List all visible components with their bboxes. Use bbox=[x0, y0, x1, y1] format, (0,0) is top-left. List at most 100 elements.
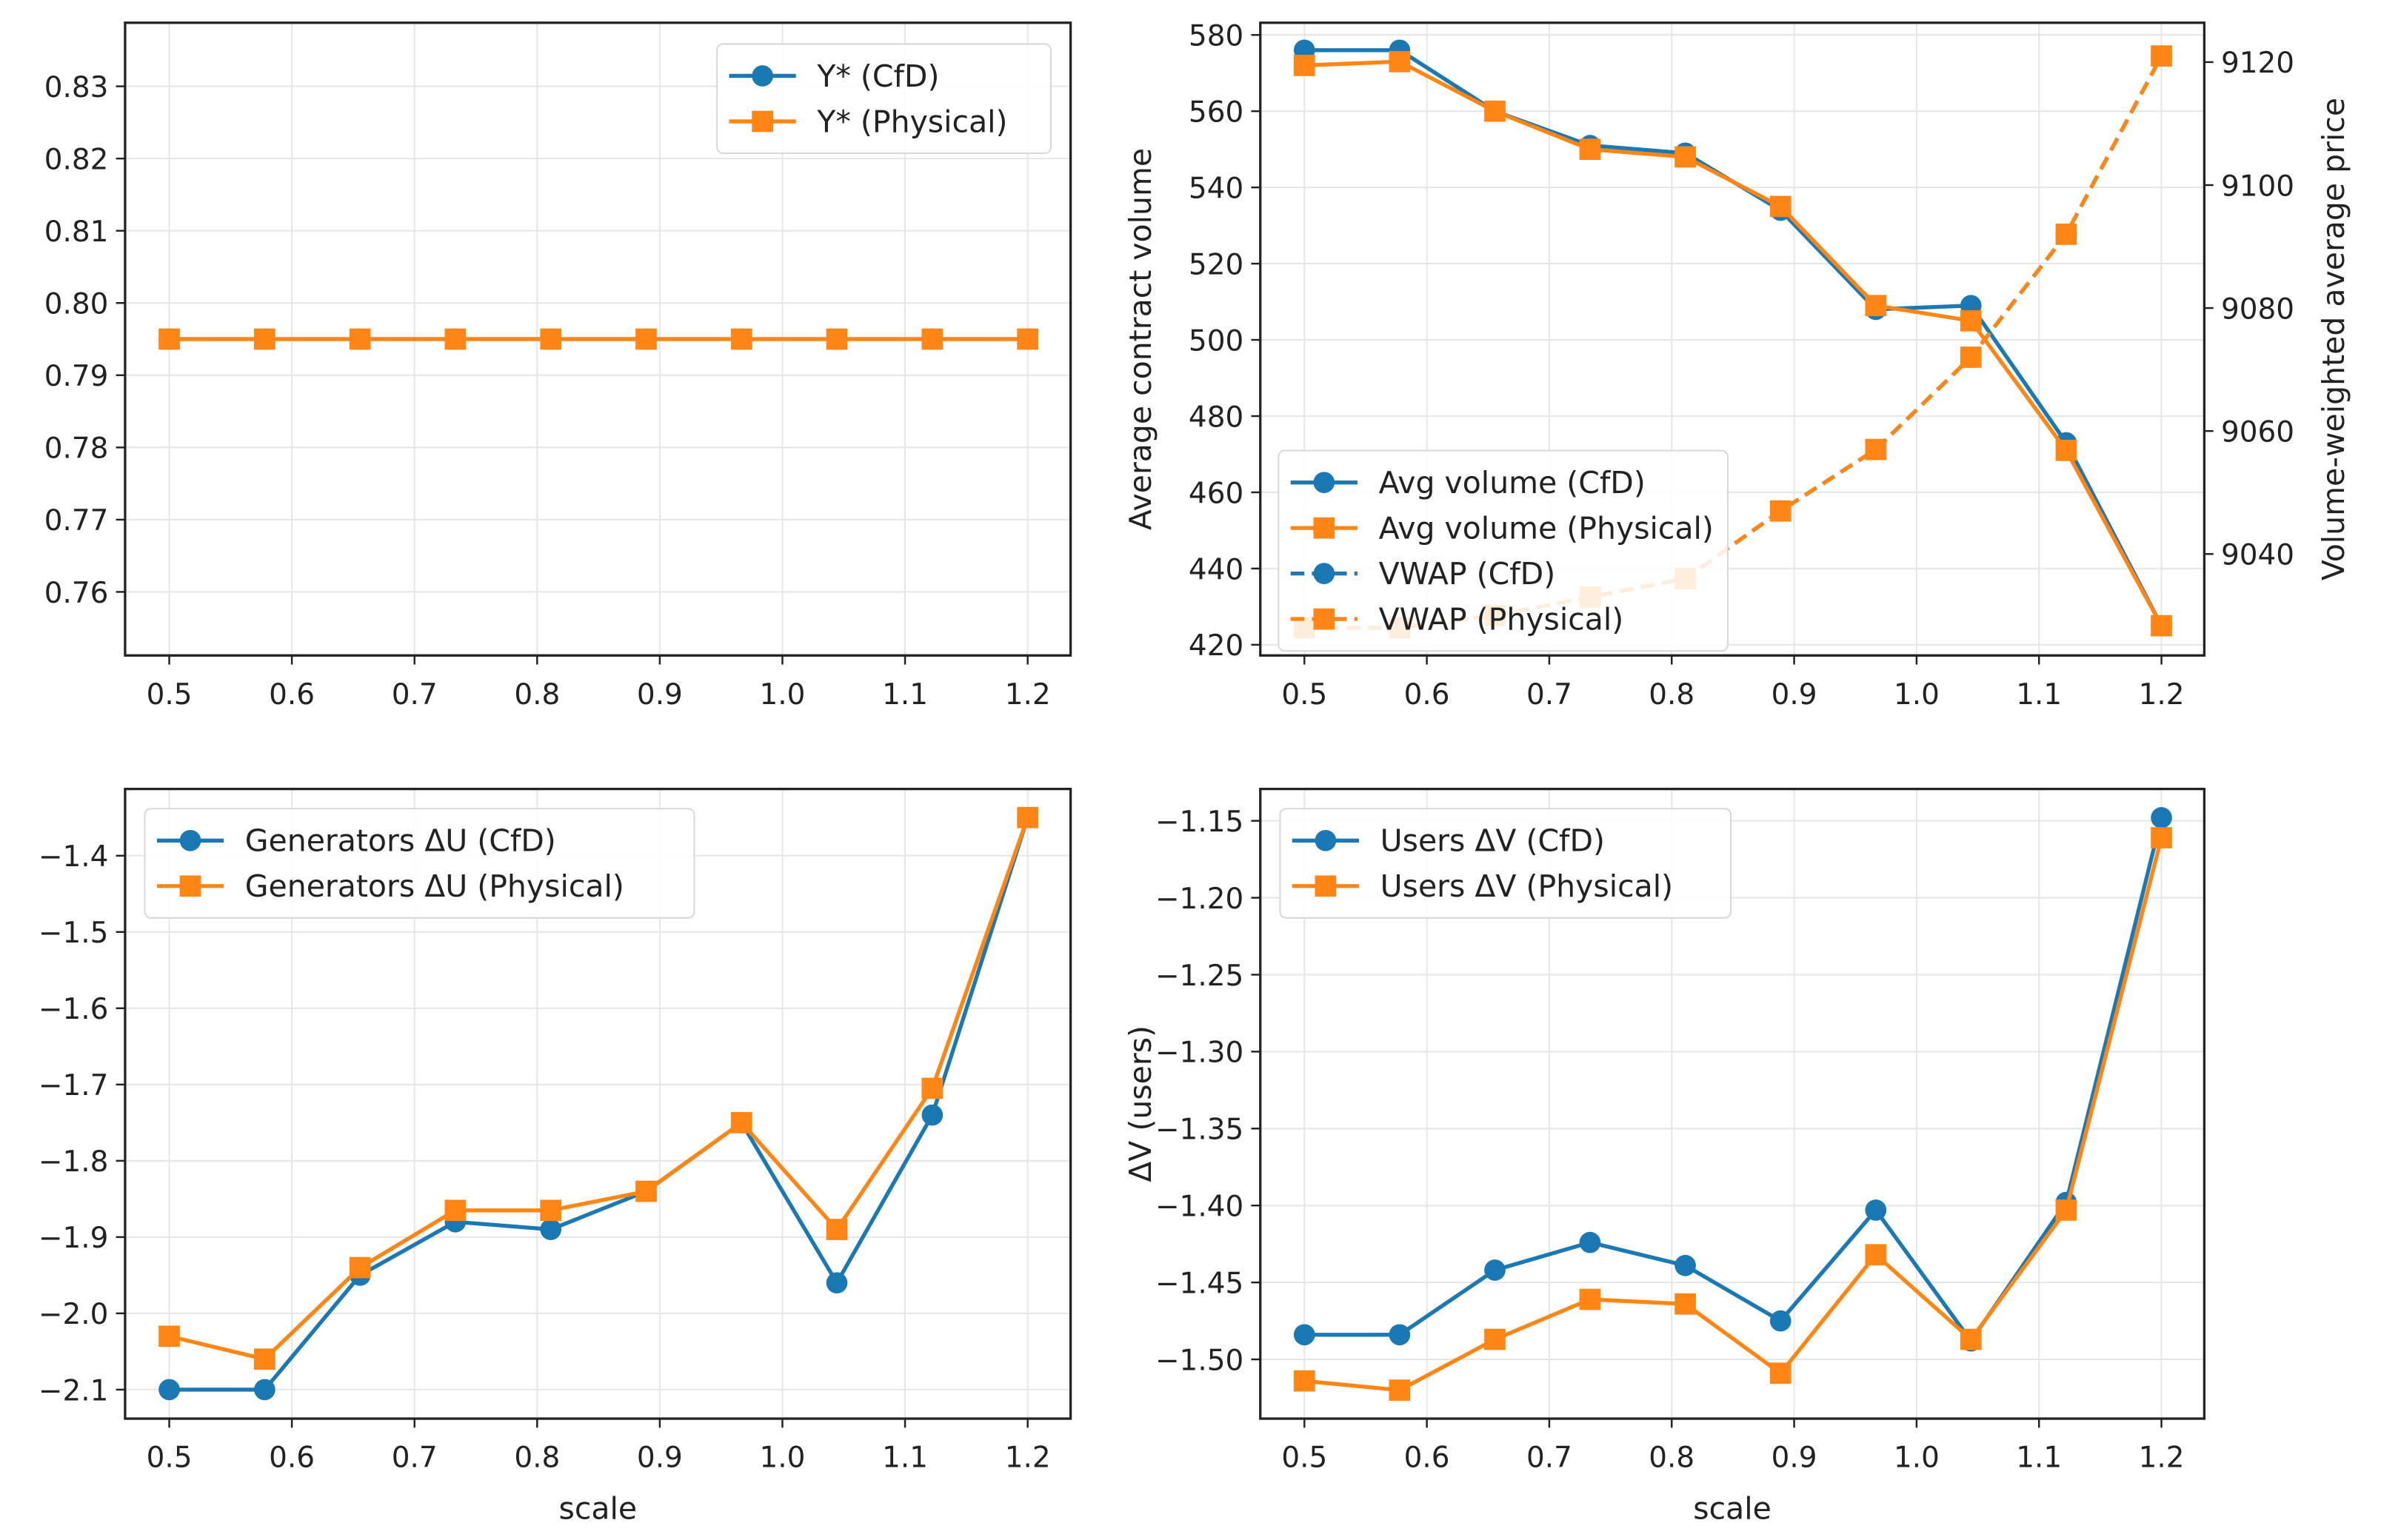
x-tick-label: 1.1 bbox=[882, 678, 928, 712]
data-point bbox=[254, 1348, 275, 1370]
data-point bbox=[444, 328, 467, 350]
data-point bbox=[254, 1379, 275, 1401]
legend-marker bbox=[1313, 472, 1335, 494]
y-tick-label: −2.0 bbox=[39, 1298, 109, 1331]
y-tick-label: −2.1 bbox=[39, 1374, 109, 1407]
x-tick-label: 0.7 bbox=[1526, 678, 1572, 712]
subplot-3: 0.5 0.6 0.7 0.8 0.9 1.0 1.1 1.2 −2.1 −2.0 −1.9 −1.8… bbox=[39, 787, 1072, 1526]
data-point bbox=[730, 328, 752, 350]
data-point bbox=[1769, 500, 1791, 522]
data-point bbox=[2151, 45, 2172, 67]
legend-label: Users ΔV (Physical) bbox=[1380, 868, 1673, 904]
x-tick-label: 0.8 bbox=[1649, 678, 1694, 712]
y-tick-label: −1.8 bbox=[39, 1145, 109, 1179]
legend-box bbox=[716, 43, 1052, 154]
legend-marker bbox=[179, 875, 201, 897]
data-point bbox=[1769, 195, 1791, 218]
x-axis-label: scale bbox=[558, 1490, 637, 1526]
data-point bbox=[349, 328, 371, 350]
x-tick-label: 0.9 bbox=[1771, 678, 1817, 712]
y2-tick-label: 9080 bbox=[2221, 292, 2294, 326]
axes-frame bbox=[124, 787, 1072, 1420]
y-tick-label: 540 bbox=[1189, 172, 1243, 205]
y-tick-label: −1.5 bbox=[39, 917, 109, 950]
data-point bbox=[826, 1272, 848, 1294]
y-tick-label: 0.78 bbox=[44, 432, 109, 466]
x-tick-label: 1.2 bbox=[1005, 678, 1051, 712]
data-point bbox=[921, 1077, 944, 1099]
x-tick-label: 0.7 bbox=[392, 678, 438, 712]
y-axis-label: ΔV (users) bbox=[1123, 1025, 1158, 1182]
legend: Users ΔV (CfD) Users ΔV (Physical) bbox=[1279, 808, 1732, 919]
x-tick-label: 1.2 bbox=[2139, 678, 2185, 712]
x-tick-label: 1.0 bbox=[760, 678, 806, 712]
data-point bbox=[1017, 806, 1038, 828]
y-tick-label: −1.25 bbox=[1155, 960, 1243, 993]
data-point bbox=[444, 1199, 467, 1222]
series-line bbox=[1304, 59, 2163, 627]
legend-box bbox=[144, 808, 695, 919]
y-axis-label: Average contract volume bbox=[1123, 148, 1158, 530]
y-tick-label: −1.45 bbox=[1155, 1267, 1243, 1300]
data-point bbox=[158, 328, 180, 350]
x-tick-label: 1.2 bbox=[1005, 1442, 1051, 1475]
data-point bbox=[826, 328, 848, 350]
data-point bbox=[1389, 1324, 1411, 1346]
x-tick-label: 0.6 bbox=[1404, 678, 1450, 712]
data-point bbox=[1960, 346, 1982, 368]
data-point bbox=[349, 1256, 371, 1279]
data-point bbox=[921, 1104, 944, 1126]
data-point bbox=[1865, 1199, 1887, 1221]
y-tick-label: 580 bbox=[1189, 20, 1243, 53]
data-point bbox=[1484, 1328, 1506, 1350]
x-tick-label: 0.9 bbox=[637, 1442, 683, 1475]
data-point bbox=[635, 328, 657, 350]
data-point bbox=[1769, 1362, 1791, 1385]
y-tick-label: −1.6 bbox=[39, 993, 109, 1026]
legend-label: VWAP (CfD) bbox=[1379, 556, 1556, 592]
y-tick-label: 0.80 bbox=[44, 288, 109, 321]
data-point bbox=[1389, 50, 1411, 73]
x-tick-label: 0.8 bbox=[514, 1442, 560, 1475]
x-tick-label: 1.1 bbox=[2016, 678, 2062, 712]
data-point bbox=[2055, 1199, 2077, 1221]
y-tick-label: −1.7 bbox=[39, 1069, 109, 1102]
data-point bbox=[1865, 1244, 1887, 1266]
x-tick-label: 0.6 bbox=[1404, 1442, 1450, 1475]
axes-frame bbox=[1259, 21, 2206, 657]
data-point bbox=[826, 1219, 848, 1240]
y-tick-label: 0.81 bbox=[44, 215, 109, 249]
data-point bbox=[1389, 1379, 1411, 1401]
legend-marker bbox=[1313, 563, 1335, 584]
axes-frame bbox=[1259, 787, 2206, 1420]
data-point bbox=[540, 1219, 562, 1240]
data-point bbox=[1484, 1259, 1506, 1281]
data-point bbox=[1865, 438, 1887, 461]
x-tick-label: 1.0 bbox=[760, 1442, 806, 1475]
data-point bbox=[635, 1180, 657, 1202]
data-point bbox=[540, 1199, 562, 1222]
data-point bbox=[2055, 439, 2077, 461]
x-tick-label: 1.0 bbox=[1894, 1442, 1940, 1475]
y2-axis-label: Volume-weighted average price bbox=[2316, 98, 2351, 580]
data-point bbox=[730, 1111, 752, 1134]
legend-marker bbox=[1315, 875, 1337, 897]
y-tick-label: 440 bbox=[1189, 553, 1243, 586]
data-point bbox=[2151, 827, 2172, 848]
y-tick-label: 520 bbox=[1189, 248, 1243, 281]
legend: Y* (CfD) Y* (Physical) bbox=[716, 43, 1052, 154]
data-point bbox=[921, 328, 944, 350]
subplot-4: 0.5 0.6 0.7 0.8 0.9 1.0 1.1 1.2 −1.50 −1.45 −1.40 −… bbox=[1123, 787, 2206, 1526]
y-tick-label: 0.83 bbox=[44, 71, 109, 104]
legend-box bbox=[1279, 808, 1732, 919]
legend-marker bbox=[752, 110, 773, 133]
data-point bbox=[158, 1325, 180, 1348]
x-tick-label: 0.9 bbox=[637, 678, 683, 712]
y-tick-label: 500 bbox=[1189, 324, 1243, 358]
y-tick-label: 560 bbox=[1189, 96, 1243, 130]
y-tick-label: −1.9 bbox=[39, 1222, 109, 1255]
y-tick-label: 0.79 bbox=[44, 360, 109, 393]
data-point bbox=[1674, 1254, 1696, 1276]
series-y-physical- bbox=[158, 328, 1038, 350]
